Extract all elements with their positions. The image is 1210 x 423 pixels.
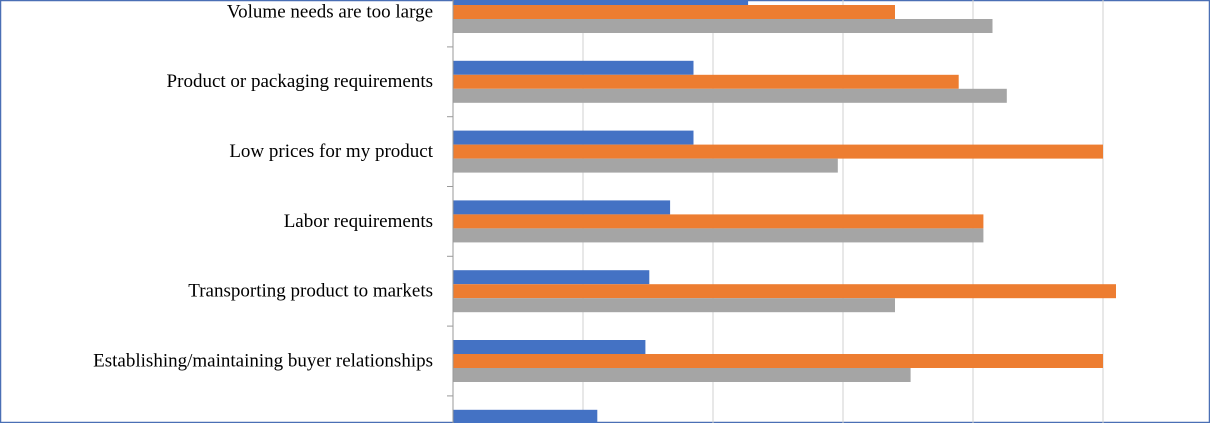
bar <box>453 270 650 285</box>
y-tick-label: Low prices for my product <box>229 141 433 162</box>
bar <box>453 144 1103 159</box>
bar <box>453 19 993 33</box>
bar <box>453 354 1103 368</box>
y-tick-label: Establishing/maintaining buyer relations… <box>93 350 433 371</box>
y-tick-label: Product or packaging requirements <box>167 71 433 92</box>
bar <box>453 60 694 75</box>
bar <box>453 409 598 423</box>
bar <box>453 0 749 5</box>
bar <box>453 158 838 173</box>
y-tick-label: Volume needs are too large <box>227 1 433 22</box>
bar <box>453 214 984 229</box>
bar <box>453 368 911 382</box>
bar <box>453 340 646 354</box>
bar <box>453 74 959 89</box>
bar <box>453 228 984 243</box>
y-tick-label: Transporting product to markets <box>188 281 433 302</box>
bar <box>453 298 895 313</box>
bar <box>453 200 671 215</box>
bar <box>453 88 1007 103</box>
bar <box>453 284 1116 299</box>
bar <box>453 130 694 145</box>
bar <box>453 5 895 19</box>
y-tick-label: Labor requirements <box>284 211 433 232</box>
